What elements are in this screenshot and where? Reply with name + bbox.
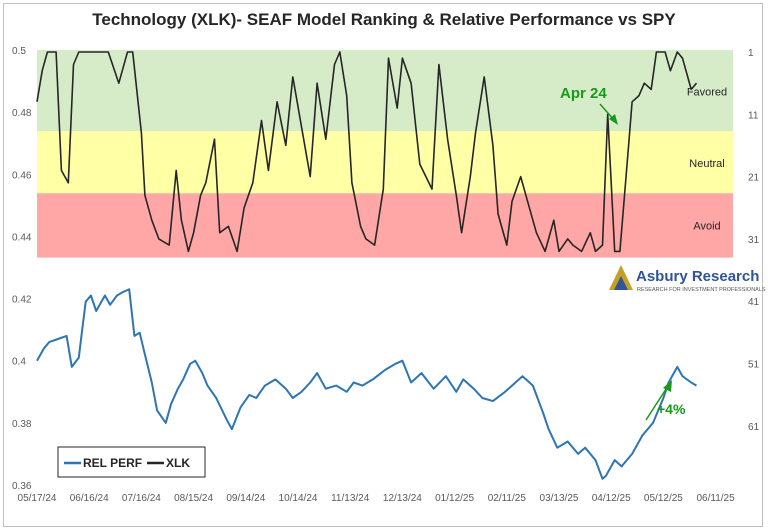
left-tick-label: 0.38 [12, 419, 32, 430]
left-tick-label: 0.36 [12, 481, 32, 492]
right-tick-label: 51 [748, 360, 760, 371]
zone-labels: Favored Neutral Avoid [687, 86, 727, 232]
x-tick-label: 06/11/25 [697, 493, 736, 504]
left-tick-label: 0.48 [12, 108, 32, 119]
logo-tagline: RESEARCH FOR INVESTMENT PROFESSIONALS [637, 287, 766, 293]
axes: 0.50.480.460.440.420.40.380.361112131415… [12, 46, 760, 504]
legend-box [57, 446, 206, 478]
x-tick-label: 09/14/24 [226, 493, 265, 504]
logo-name: Asbury Research [636, 268, 759, 285]
x-tick-label: 05/17/24 [18, 493, 57, 504]
legend: REL PERF XLK [57, 446, 206, 478]
annotations: Apr 24 +4% [560, 85, 686, 421]
x-tick-label: 07/16/24 [122, 493, 161, 504]
asbury-research-logo: Asbury Research RESEARCH FOR INVESTMENT P… [609, 265, 766, 293]
annotation-plus4: +4% [657, 401, 686, 417]
x-tick-label: 01/12/25 [435, 493, 474, 504]
zone-label-avoid: Avoid [693, 220, 720, 232]
x-tick-label: 04/12/25 [592, 493, 631, 504]
right-tick-label: 1 [748, 48, 754, 59]
legend-label-rel-perf: REL PERF [83, 456, 142, 470]
left-tick-label: 0.46 [12, 170, 32, 181]
left-tick-label: 0.5 [12, 46, 26, 57]
x-tick-label: 11/13/24 [331, 493, 370, 504]
series-lines [36, 51, 698, 480]
left-tick-label: 0.42 [12, 295, 32, 306]
zone-avoid [37, 193, 733, 258]
right-tick-label: 41 [748, 297, 760, 308]
x-tick-label: 02/11/25 [488, 493, 527, 504]
x-tick-label: 10/14/24 [279, 493, 318, 504]
zone-label-favored: Favored [687, 86, 727, 98]
right-tick-label: 11 [748, 110, 759, 121]
series-line-rel-perf [36, 288, 698, 480]
annotation-arrow-plus4 [645, 385, 669, 421]
right-tick-label: 61 [748, 422, 760, 433]
x-tick-label: 06/16/24 [70, 493, 109, 504]
zone-label-neutral: Neutral [689, 158, 724, 170]
x-tick-label: 05/12/25 [644, 493, 683, 504]
zone-favored [37, 50, 733, 133]
left-tick-label: 0.44 [12, 232, 32, 243]
logo-mark-inner [614, 276, 628, 290]
left-tick-label: 0.4 [12, 357, 26, 368]
annotation-arrowhead-plus4 [663, 380, 672, 392]
right-tick-label: 31 [748, 235, 760, 246]
legend-label-xlk: XLK [166, 456, 190, 470]
annotation-apr-24: Apr 24 [560, 85, 607, 102]
series-line-xlk [36, 51, 698, 253]
right-tick-label: 21 [748, 173, 760, 184]
x-tick-label: 12/13/24 [383, 493, 422, 504]
annotation-arrowhead-apr-24 [609, 114, 618, 125]
chart-title: Technology (XLK)- SEAF Model Ranking & R… [92, 10, 676, 29]
x-tick-label: 03/13/25 [540, 493, 579, 504]
x-tick-label: 08/15/24 [174, 493, 213, 504]
